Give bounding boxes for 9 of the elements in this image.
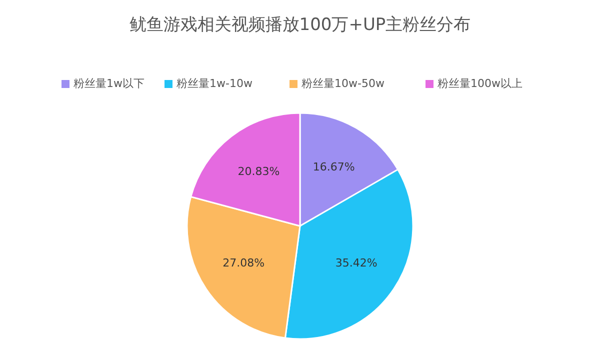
data-label: 20.83% (238, 165, 280, 178)
data-label: 27.08% (222, 256, 265, 270)
data-label: 35.42% (335, 256, 378, 270)
legend-label: 粉丝量1w-10w (176, 77, 252, 90)
legend-label: 粉丝量10w-50w (302, 77, 384, 90)
legend-label: 粉丝量100w以上 (438, 77, 522, 90)
data-label: 16.67% (312, 160, 355, 174)
chart-title: 鱿鱼游戏相关视频播放100万+UP主粉丝分布 (129, 15, 471, 35)
legend-label: 粉丝量1w以下 (74, 77, 144, 90)
